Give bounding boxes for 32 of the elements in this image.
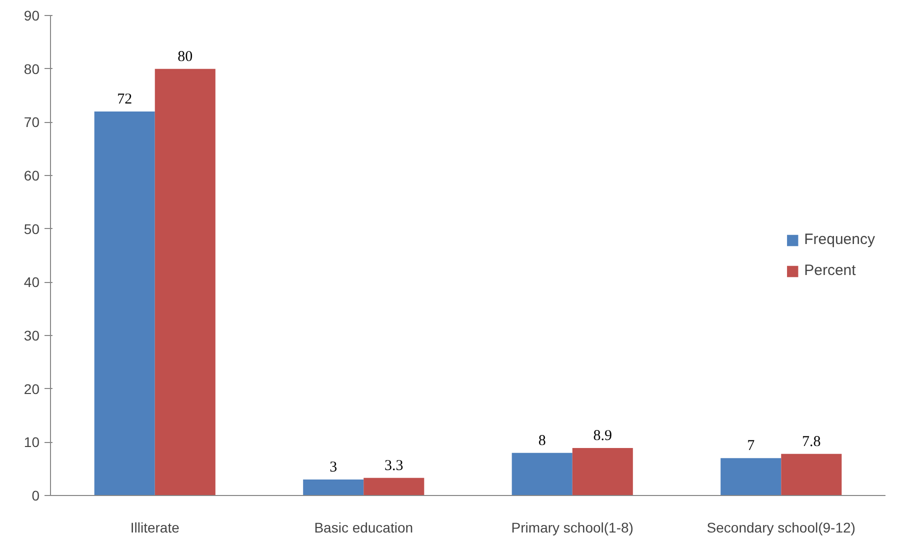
y-tick-label: 60 bbox=[24, 168, 40, 184]
y-tick-label: 70 bbox=[24, 114, 40, 130]
data-label: 72 bbox=[117, 92, 132, 108]
data-label: 7 bbox=[747, 438, 756, 454]
y-tick-label: 10 bbox=[24, 434, 40, 450]
data-label: 80 bbox=[178, 48, 193, 65]
y-tick-label: 90 bbox=[24, 8, 40, 24]
y-tick-label: 50 bbox=[24, 220, 40, 237]
bar bbox=[720, 458, 782, 496]
legend-label: Percent bbox=[804, 262, 856, 279]
data-label: 3.3 bbox=[384, 458, 404, 474]
x-tick-label: Primary school(1-8) bbox=[511, 520, 634, 536]
y-tick-label: 30 bbox=[24, 328, 40, 344]
bar bbox=[364, 478, 424, 496]
x-tick-label: Illiterate bbox=[130, 520, 180, 536]
bar bbox=[303, 480, 364, 496]
data-label: 8 bbox=[538, 432, 546, 449]
data-label: 8.9 bbox=[593, 428, 612, 444]
y-tick-label: 0 bbox=[32, 488, 40, 504]
y-tick-label: 20 bbox=[24, 380, 40, 397]
x-tick-label: Secondary school(9-12) bbox=[706, 520, 856, 536]
bar bbox=[154, 68, 216, 496]
x-tick-label: Basic education bbox=[314, 520, 414, 536]
data-label: 3 bbox=[330, 460, 338, 476]
bar bbox=[781, 454, 842, 496]
data-label: 7.8 bbox=[802, 434, 821, 450]
bar bbox=[572, 448, 633, 496]
bar bbox=[512, 452, 572, 496]
y-tick-label: 40 bbox=[24, 274, 40, 290]
legend-label: Frequency bbox=[804, 231, 875, 248]
y-tick-label: 80 bbox=[24, 60, 40, 77]
bar bbox=[94, 112, 155, 496]
